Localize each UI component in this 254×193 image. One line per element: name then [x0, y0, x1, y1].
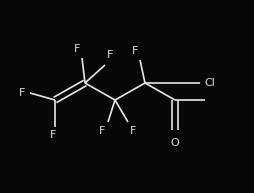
Text: F: F: [107, 50, 113, 60]
Text: Cl: Cl: [203, 78, 214, 88]
Text: F: F: [130, 126, 136, 136]
Text: F: F: [19, 88, 25, 98]
Text: F: F: [131, 46, 137, 56]
Text: F: F: [73, 44, 80, 54]
Text: O: O: [170, 138, 179, 148]
Text: F: F: [50, 130, 56, 140]
Text: F: F: [98, 126, 105, 136]
